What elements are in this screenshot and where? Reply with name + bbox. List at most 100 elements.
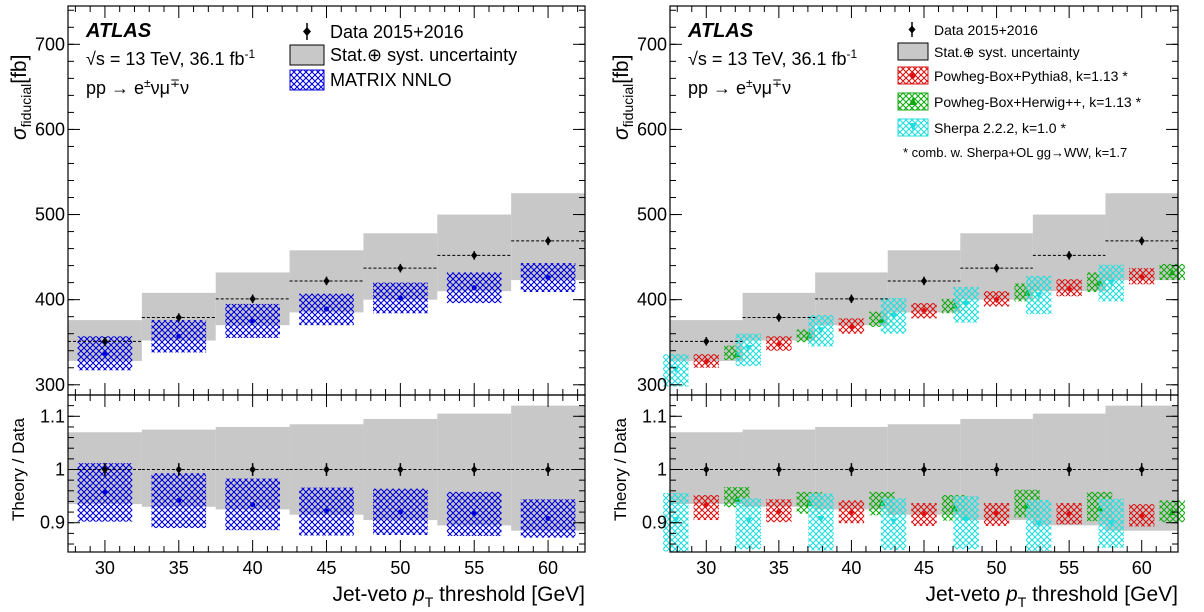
left-top-plot: 300 400 500 600 700: [35, 5, 586, 396]
x-tick-label: 30: [95, 558, 115, 578]
herwig-prediction-point: [1168, 268, 1176, 276]
matrix-prediction-point: [250, 502, 256, 508]
sherpa-prediction-point: [744, 345, 752, 352]
y-tick-label: 300: [637, 375, 667, 395]
pythia-prediction-point: [1138, 273, 1145, 281]
data-point: [993, 264, 1000, 273]
right-legend-pythia-marker: [909, 71, 917, 80]
data-point: [703, 337, 710, 346]
sherpa-prediction-point: [962, 300, 970, 308]
right-legend-herwig-label: Powheg-Box+Herwig++, k=1.13 *: [934, 94, 1142, 110]
pythia-prediction-point: [775, 340, 782, 348]
matrix-prediction-point: [471, 285, 477, 291]
left-process-label: pp → e±νμ∓ν: [86, 76, 189, 98]
data-point: [1138, 236, 1145, 245]
right-legend: Data 2015+2016 Stat.⊕ syst. uncertainty …: [897, 22, 1142, 160]
matrix-prediction-point: [397, 509, 403, 515]
y-tick-label: 0.9: [642, 513, 667, 533]
x-tick-label: 45: [316, 558, 336, 578]
right-legend-note: * comb. w. Sherpa+OL gg→WW, k=1.7: [903, 145, 1127, 160]
sherpa-prediction-point: [962, 516, 970, 524]
x-tick-label: 50: [987, 558, 1007, 578]
left-legend-matrix-label: MATRIX NNLO: [330, 70, 452, 90]
data-point: [249, 465, 256, 474]
x-tick-label: 35: [769, 558, 789, 578]
matrix-prediction-point: [250, 318, 256, 324]
data-point: [1065, 465, 1073, 474]
right-top-plot: 300 400 500 600 700: [637, 5, 1185, 396]
right-energy-label: √s = 13 TeV, 36.1 fb-1: [688, 47, 858, 69]
right-legend-data-label: Data 2015+2016: [934, 22, 1038, 38]
matrix-prediction-point: [324, 508, 329, 514]
right-legend-sherpa-label: Sherpa 2.2.2, k=1.0 *: [934, 120, 1066, 136]
pythia-prediction-point: [993, 296, 1000, 304]
sherpa-prediction-point: [1107, 520, 1115, 527]
sherpa-prediction-point: [817, 516, 825, 523]
data-point: [993, 465, 1000, 474]
pythia-prediction-point: [848, 508, 855, 516]
data-point: [101, 337, 109, 346]
data-point: [848, 294, 855, 303]
right-ratio-frame: [669, 394, 1179, 553]
right-legend-data-marker: [908, 22, 916, 37]
data-point: [703, 465, 710, 474]
data-point: [1065, 251, 1073, 260]
sherpa-prediction-point: [1035, 292, 1043, 299]
right-legend-pythia-label: Powheg-Box+Pythia8, k=1.13 *: [934, 68, 1128, 84]
pythia-prediction-point: [921, 510, 927, 518]
y-tick-label: 600: [637, 119, 667, 139]
matrix-prediction-point: [176, 333, 182, 339]
matrix-prediction-point: [176, 497, 182, 503]
x-tick-label: 55: [1059, 558, 1079, 578]
left-legend-band-swatch: [289, 44, 325, 66]
right-panel: 300 400 500 600 700 0.9 1 1.1 30 35 40 45 50 55 60 σf…: [610, 5, 1185, 610]
x-tick-label: 40: [841, 558, 861, 578]
right-ylabel-ratio: Theory / Data: [611, 417, 630, 521]
data-point: [323, 465, 330, 474]
left-atlas-label: ATLAS: [85, 20, 152, 42]
x-tick-label: 60: [538, 558, 558, 578]
right-legend-band-swatch: [897, 42, 929, 61]
sherpa-prediction-point: [744, 517, 752, 525]
y-tick-label: 1: [55, 460, 65, 480]
matrix-prediction-point: [471, 511, 477, 517]
data-point: [848, 465, 855, 474]
pythia-prediction-point: [1138, 512, 1145, 520]
matrix-prediction-point: [545, 275, 551, 281]
left-legend-data-label: Data 2015+2016: [330, 22, 464, 42]
pythia-prediction-point: [848, 323, 855, 331]
data-point: [101, 465, 109, 474]
y-tick-label: 300: [35, 375, 65, 395]
pythia-prediction-point: [703, 358, 710, 366]
x-tick-label: 30: [696, 558, 716, 578]
x-tick-label: 35: [169, 558, 189, 578]
right-ratio-plot: 0.9 1 1.1 30 35 40 45 50 55 60: [642, 394, 1185, 578]
pythia-prediction-point: [921, 307, 927, 315]
data-point: [920, 465, 928, 474]
right-legend-band-label: Stat.⊕ syst. uncertainty: [934, 44, 1080, 60]
sherpa-prediction-point: [817, 327, 825, 334]
left-legend: Data 2015+2016 Stat.⊕ syst. uncertainty …: [289, 22, 517, 91]
right-process-label: pp → e±νμ∓ν: [688, 76, 791, 98]
left-legend-band-label: Stat.⊕ syst. uncertainty: [330, 45, 517, 65]
matrix-prediction-point: [102, 489, 108, 495]
left-ylabel-top: σfiducial[fb]: [8, 55, 34, 140]
data-point: [544, 236, 552, 245]
x-tick-label: 50: [390, 558, 410, 578]
data-point: [920, 276, 928, 285]
left-xlabel: Jet-veto pT threshold [GeV]: [332, 583, 585, 610]
y-tick-label: 0.9: [40, 513, 65, 533]
y-tick-label: 1: [657, 460, 667, 480]
y-tick-label: 1.1: [40, 406, 65, 426]
pythia-prediction-point: [993, 509, 1000, 517]
sherpa-prediction-point: [672, 517, 680, 524]
left-energy-label: √s = 13 TeV, 36.1 fb-1: [86, 47, 256, 69]
x-tick-label: 60: [1132, 558, 1152, 578]
sherpa-prediction-point: [1035, 520, 1043, 528]
right-legend-herwig-marker: [909, 97, 917, 105]
y-tick-label: 600: [35, 119, 65, 139]
right-ylabel-top: σfiducial[fb]: [610, 55, 636, 140]
data-point: [471, 465, 478, 474]
y-tick-label: 500: [35, 205, 65, 225]
data-point: [544, 465, 552, 474]
